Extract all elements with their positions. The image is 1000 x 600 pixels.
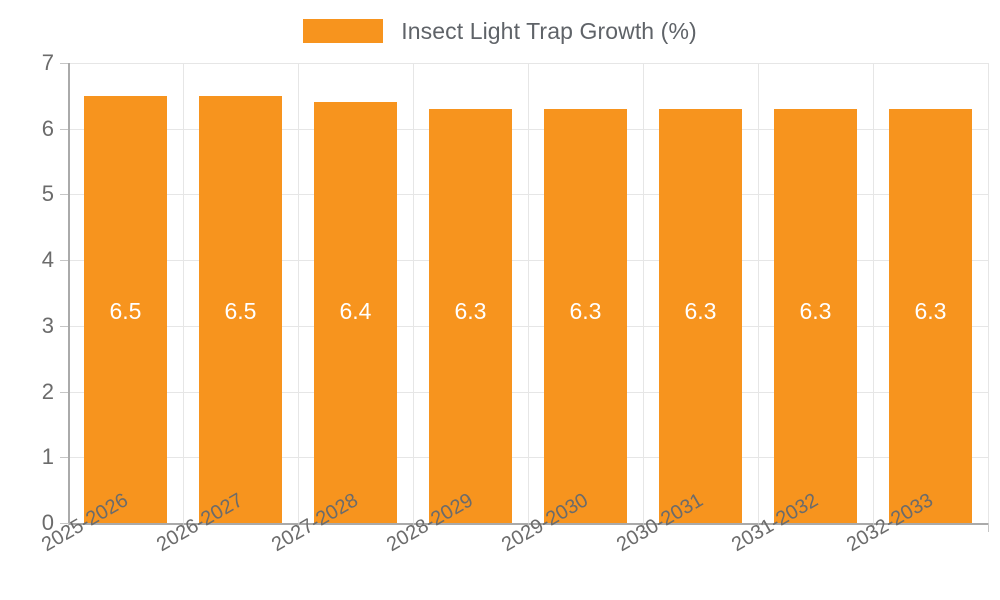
y-tick-label-1: 1 [41, 444, 54, 470]
x-tick-mark-1 [183, 523, 184, 532]
bar-value-label: 6.3 [569, 298, 602, 324]
gridline-x-4 [528, 63, 529, 523]
gridline-x-2 [298, 63, 299, 523]
bar-value-label: 6.3 [914, 298, 947, 324]
gridline-x-3 [413, 63, 414, 523]
legend-color-swatch-icon [303, 19, 384, 43]
bar-value-label: 6.4 [339, 298, 372, 324]
x-tick-mark-3 [413, 523, 414, 532]
bar-value-label: 6.3 [799, 298, 832, 324]
y-tick-label-4: 4 [41, 247, 54, 273]
bar-value-label: 6.3 [454, 298, 487, 324]
x-tick-mark-8 [988, 523, 989, 532]
legend-item-insect-light-trap-growth[interactable]: Insect Light Trap Growth (%) [303, 18, 697, 45]
gridline-x-5 [643, 63, 644, 523]
bar-2025-2026[interactable]: 6.5 [84, 95, 167, 523]
bar-value-label: 6.3 [684, 298, 717, 324]
bar-2028-2029[interactable]: 6.3 [429, 109, 512, 523]
legend-item-label: Insect Light Trap Growth (%) [401, 17, 697, 44]
gridline-x-6 [758, 63, 759, 523]
y-tick-mark-4 [60, 260, 68, 261]
y-tick-label-2: 2 [41, 378, 54, 404]
bar-2030-2031[interactable]: 6.3 [659, 109, 742, 523]
x-tick-mark-2 [298, 523, 299, 532]
bar-value-label: 6.5 [224, 298, 257, 324]
y-tick-mark-3 [60, 326, 68, 327]
y-tick-label-5: 5 [41, 181, 54, 207]
y-tick-label-7: 7 [41, 50, 54, 75]
y-tick-label-6: 6 [41, 115, 54, 141]
gridline-x-1 [183, 63, 184, 523]
y-tick-label-0: 0 [41, 510, 54, 535]
bar-2032-2033[interactable]: 6.3 [889, 109, 972, 523]
x-tick-mark-7 [873, 523, 874, 532]
y-tick-mark-2 [60, 392, 68, 393]
x-tick-mark-5 [643, 523, 644, 532]
y-tick-mark-0 [60, 523, 68, 524]
gridline-x-7 [873, 63, 874, 523]
y-axis-tick-labels: 0 1 2 3 4 5 6 7 [0, 0, 54, 600]
y-axis-line [68, 63, 70, 524]
y-tick-mark-1 [60, 457, 68, 458]
y-tick-label-3: 3 [41, 312, 54, 338]
plot-area: 6.5 6.5 6.4 6.3 6.3 6.3 6.3 6.3 [68, 63, 989, 524]
bar-2026-2027[interactable]: 6.5 [199, 95, 282, 523]
y-tick-mark-6 [60, 129, 68, 130]
x-tick-mark-4 [528, 523, 529, 532]
chart-legend: Insect Light Trap Growth (%) [0, 12, 1000, 50]
bar-value-label: 6.5 [109, 298, 142, 324]
gridline-x-8 [988, 63, 989, 523]
y-tick-mark-5 [60, 194, 68, 195]
bar-2029-2030[interactable]: 6.3 [544, 109, 627, 523]
y-tick-mark-7 [60, 63, 68, 64]
x-tick-mark-0 [68, 523, 69, 532]
x-tick-mark-6 [758, 523, 759, 532]
bar-2031-2032[interactable]: 6.3 [774, 109, 857, 523]
bar-2027-2028[interactable]: 6.4 [314, 102, 397, 523]
